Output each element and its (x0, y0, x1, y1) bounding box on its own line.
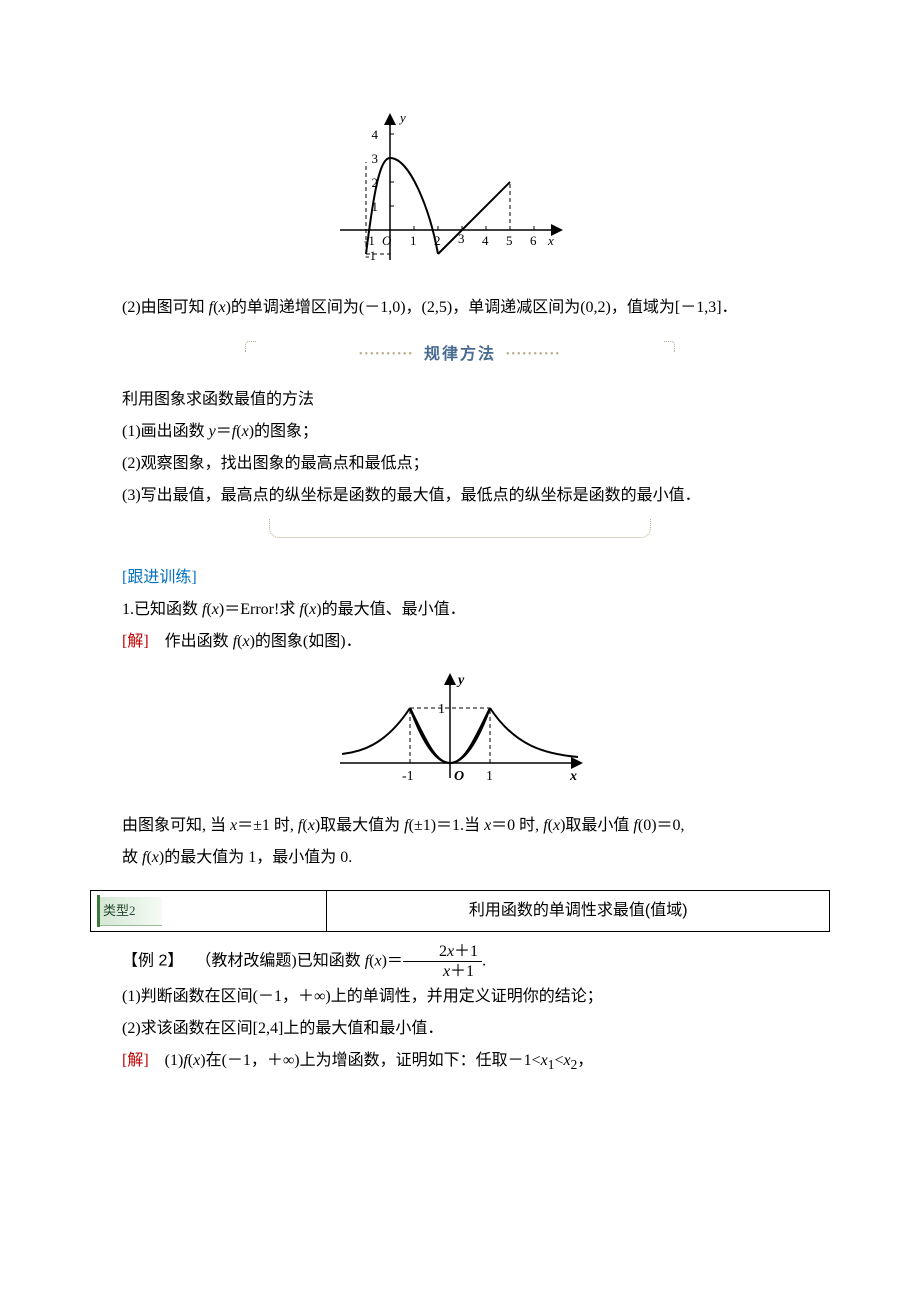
solution-1: [解] 作出函数 f(x)的图象(如图)． (90, 626, 830, 658)
example-2-label: 【例 2】 (122, 952, 183, 969)
svg-text:-1: -1 (402, 769, 414, 784)
followup-heading: [跟进训练] (90, 562, 830, 594)
banner-label: 规律方法 (418, 339, 502, 371)
rule-intro: 利用图象求函数最值的方法 (90, 384, 830, 416)
error-text: Error! (240, 601, 279, 618)
svg-text:4: 4 (372, 127, 379, 142)
svg-text:1: 1 (438, 702, 445, 717)
solution-2: [解] (1)f(x)在(－1，＋∞)上为增函数，证明如下：任取－1<x1<x2… (90, 1045, 830, 1079)
fraction-2x1-x1: 2x＋1x＋1 (403, 942, 482, 981)
svg-text:5: 5 (506, 233, 513, 248)
svg-text:x: x (547, 233, 554, 248)
svg-text:4: 4 (482, 233, 489, 248)
example-2-q1: (1)判断函数在区间(－1，＋∞)上的单调性，并用定义证明你的结论； (90, 981, 830, 1013)
rule-footbar (90, 518, 830, 550)
rule-1: (1)画出函数 y＝f(x)的图象； (90, 416, 830, 448)
svg-text:O: O (382, 233, 392, 248)
type-title-cell: 利用函数的单调性求最值(值域) (327, 891, 830, 932)
svg-text:6: 6 (530, 233, 537, 248)
chart-2-svg: -1 1 1 x y O (330, 668, 590, 788)
solution-1-body: 由图象可知, 当 x＝±1 时, f(x)取最大值为 f(±1)＝1.当 x＝0… (90, 810, 830, 842)
chart-1-svg: -1 1 2 3 4 5 6 x 1 2 3 4 -1 y O (330, 110, 590, 270)
chart-1: -1 1 2 3 4 5 6 x 1 2 3 4 -1 y O (90, 110, 830, 282)
svg-text:y: y (456, 673, 465, 688)
example-2: 【例 2】 （教材改编题)已知函数 f(x)＝2x＋1x＋1. (90, 942, 830, 981)
chart-2: -1 1 1 x y O (90, 668, 830, 800)
svg-text:O: O (454, 769, 464, 784)
type-2-table: 类型2 利用函数的单调性求最值(值域) (90, 890, 830, 932)
rule-2: (2)观察图象，找出图象的最高点和最低点； (90, 448, 830, 480)
exercise-1: 1.已知函数 f(x)＝Error!求 f(x)的最大值、最小值． (90, 594, 830, 626)
rule-3: (3)写出最值，最高点的纵坐标是函数的最大值，最低点的纵坐标是函数的最小值． (90, 480, 830, 512)
solution-2-label: [解] (122, 1052, 149, 1069)
para-2: (2)由图可知 f(x)的单调递增区间为(－1,0)，(2,5)，单调递减区间为… (90, 292, 830, 324)
followup-label: [跟进训练] (122, 569, 197, 586)
type-tag-cell: 类型2 (91, 891, 327, 932)
svg-text:y: y (398, 110, 406, 125)
solution-1-conc: 故 f(x)的最大值为 1，最小值为 0. (90, 842, 830, 874)
svg-text:1: 1 (486, 769, 493, 784)
solution-label: [解] (122, 633, 149, 650)
rule-method-banner: •••••••••• 规律方法 •••••••••• (90, 342, 830, 374)
example-2-q2: (2)求该函数在区间[2,4]上的最大值和最小值． (90, 1013, 830, 1045)
svg-text:3: 3 (372, 151, 379, 166)
svg-text:1: 1 (410, 233, 417, 248)
type-tag: 类型2 (99, 897, 162, 926)
svg-text:x: x (569, 769, 577, 784)
